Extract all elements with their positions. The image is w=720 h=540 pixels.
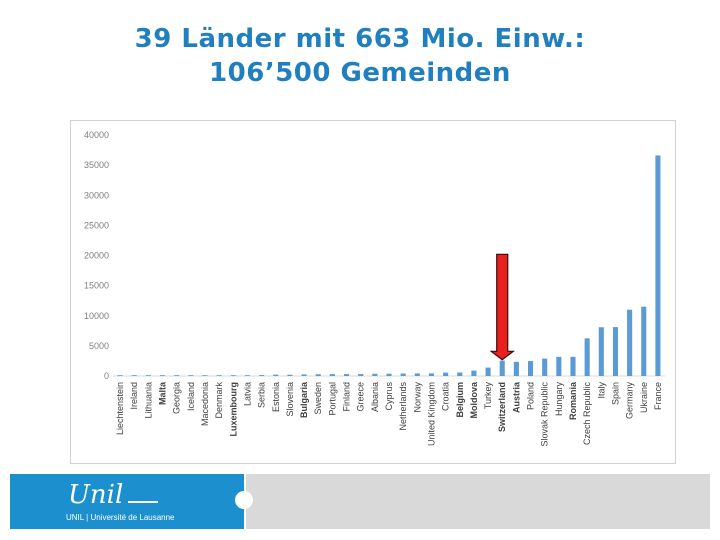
slide-title: 39 Länder mit 663 Mio. Einw.: 106’500 Ge… [0, 22, 720, 90]
x-tick-label: Lithuania [143, 382, 153, 419]
x-tick-label: Ukraine [639, 382, 649, 413]
x-tick-label: Belgium [455, 382, 465, 418]
x-tick-label: Ireland [129, 382, 139, 410]
highlight-arrow [489, 253, 515, 361]
bar-chart: 40000 35000 30000 25000 20000 15000 10000 5000 0… [84, 130, 665, 447]
bar [273, 374, 279, 376]
x-tick-label: United Kingdom [426, 382, 436, 446]
bar [471, 370, 477, 376]
footer-brand-bar [10, 474, 244, 529]
x-tick-label: Turkey [483, 382, 493, 410]
x-tick-label: Switzerland [497, 382, 507, 432]
slide-title-line-1: 39 Länder mit 663 Mio. Einw.: [134, 24, 586, 54]
x-tick-label: Serbia [257, 382, 267, 408]
x-tick-label: France [653, 382, 663, 410]
bar [329, 374, 335, 376]
y-tick-label: 40000 [84, 130, 109, 140]
x-tick-label: Germany [625, 382, 635, 420]
x-tick-label: Liechtenstein [115, 382, 125, 435]
x-tick-label: Moldova [469, 381, 479, 418]
bar [315, 374, 321, 376]
bar [358, 374, 364, 376]
footer-dot [235, 491, 253, 509]
bar [372, 373, 378, 376]
x-tick-label: Macedonia [200, 382, 210, 426]
bar [216, 375, 222, 376]
footer-gray-bar [246, 474, 710, 529]
bar [527, 361, 534, 376]
bar [414, 373, 420, 376]
x-tick-label: Greece [356, 382, 366, 412]
bar [542, 358, 548, 376]
x-tick-label: Cyprus [384, 382, 394, 411]
y-tick-label: 25000 [84, 220, 109, 230]
bar [159, 375, 166, 376]
bar [584, 338, 590, 376]
bar [443, 372, 449, 376]
bar [131, 375, 137, 376]
x-tick-label: Estonia [271, 382, 281, 412]
bar [400, 373, 406, 376]
chart-frame: 40000 35000 30000 25000 20000 15000 10000 5000 0… [70, 120, 676, 464]
bar [259, 375, 265, 376]
bar [556, 356, 562, 376]
bar [428, 373, 435, 376]
x-tick-label: Croatia [441, 382, 451, 411]
x-tick-label: Luxembourg [228, 382, 238, 437]
x-tick-label: Czech Republic [582, 382, 592, 446]
x-tick-label: Finland [342, 382, 352, 412]
unil-logo-line [128, 501, 158, 503]
bar [230, 375, 236, 376]
x-tick-label: Latvia [242, 382, 252, 406]
x-tick-label: Portugal [327, 382, 337, 416]
bar [117, 375, 123, 376]
y-tick-label: 0 [104, 371, 109, 381]
x-tick-label: Georgia [172, 382, 182, 414]
x-tick-label: Italy [596, 382, 606, 399]
x-tick-label: Malta [158, 381, 168, 405]
bar [499, 360, 505, 376]
y-tick-label: 15000 [84, 281, 109, 291]
bar [145, 375, 151, 376]
bar [612, 327, 619, 376]
x-tick-label: Poland [526, 382, 536, 410]
x-tick-label: Denmark [214, 382, 224, 419]
x-tick-label: Spain [610, 382, 620, 405]
bar [598, 327, 604, 376]
x-tick-label: Hungary [554, 382, 564, 417]
bar [287, 374, 293, 376]
slide-title-line-2: 106’500 Gemeinden [209, 58, 511, 88]
bar [188, 375, 194, 376]
x-tick-label: Norway [412, 382, 422, 413]
x-tick-label: Romania [568, 381, 578, 420]
x-tick-label: Sweden [313, 382, 323, 415]
bar [457, 372, 463, 376]
bar [301, 374, 307, 376]
x-tick-label: Netherlands [398, 382, 408, 431]
bar [386, 373, 392, 376]
y-tick-label: 35000 [84, 160, 109, 170]
bar [655, 155, 661, 376]
bar [485, 367, 491, 376]
y-tick-label: 5000 [89, 341, 109, 351]
bar [570, 356, 576, 376]
bar [513, 361, 519, 376]
y-tick-label: 20000 [84, 251, 109, 261]
x-tick-label: Albania [370, 382, 380, 412]
x-tick-label: Iceland [186, 382, 196, 411]
bar [641, 306, 647, 376]
x-tick-label: Slovak Republic [540, 382, 550, 447]
y-tick-label: 30000 [84, 190, 109, 200]
x-tick-label: Bulgaria [299, 381, 309, 418]
unil-logo-text: UNIL | Université de Lausanne [66, 513, 175, 522]
unil-logo-mark: Unil [68, 480, 124, 510]
x-tick-label: Slovenia [285, 382, 295, 417]
y-tick-label: 10000 [84, 311, 109, 321]
bar [244, 375, 251, 376]
x-tick-label: Austria [511, 381, 521, 413]
bar [627, 309, 633, 376]
bar [343, 374, 350, 376]
bar [174, 375, 180, 376]
bar [202, 375, 208, 376]
